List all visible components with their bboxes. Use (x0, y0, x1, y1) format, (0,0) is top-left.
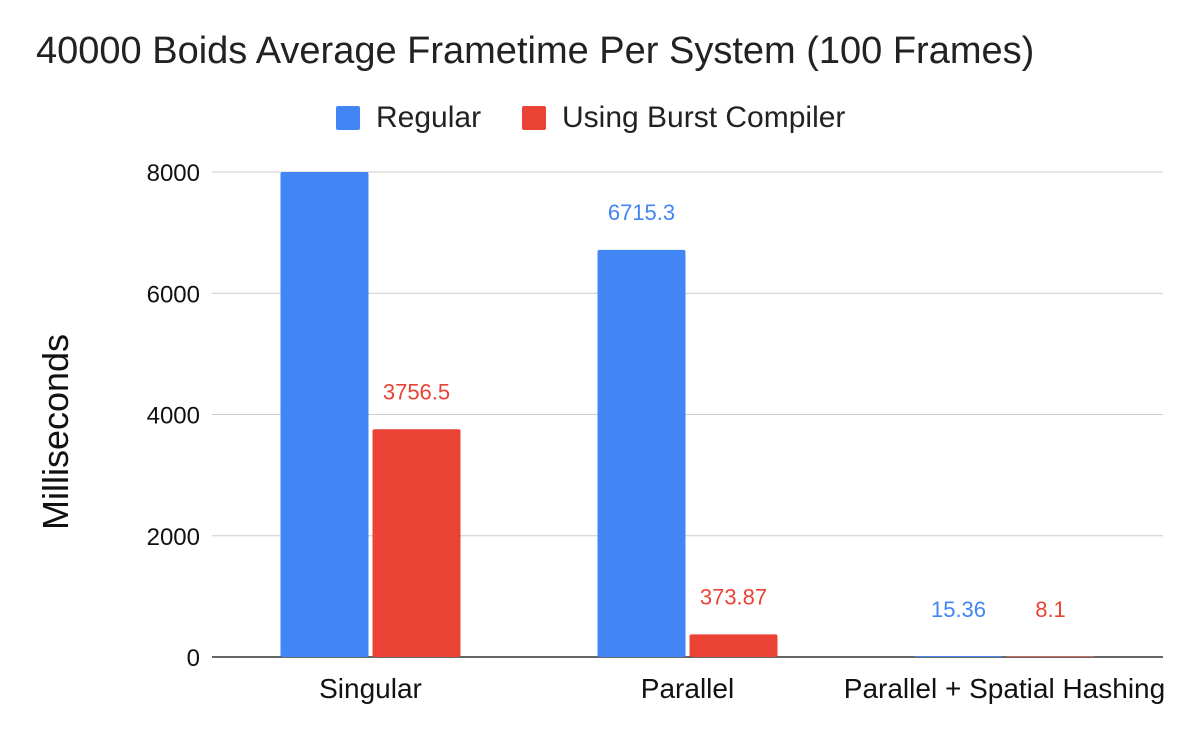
legend-item-regular[interactable]: Regular (336, 98, 481, 138)
legend-swatch-burst (522, 106, 546, 130)
bar-0-1 (372, 429, 461, 657)
data-label: 3756.5 (383, 379, 450, 404)
legend-label-regular: Regular (376, 101, 482, 134)
y-tick-label: 8000 (147, 160, 200, 187)
y-tick-label: 0 (187, 645, 200, 672)
data-label: 15.36 (931, 597, 986, 622)
bar-2-0 (914, 656, 1003, 657)
bars (280, 172, 1095, 657)
y-tick-label: 6000 (147, 281, 200, 308)
data-labels: 3756.5 6715.3 373.87 15.36 8.1 (383, 200, 1066, 622)
bar-1-1 (689, 634, 778, 657)
x-tick-label: Parallel (641, 673, 734, 704)
x-tick-label: Parallel + Spatial Hashing (844, 673, 1165, 704)
legend-label-burst: Using Burst Compiler (562, 101, 846, 134)
y-tick-label: 2000 (147, 524, 200, 551)
x-tick-labels: Singular Parallel Parallel + Spatial Hashi… (319, 673, 1165, 704)
legend-item-burst[interactable]: Using Burst Compiler (522, 98, 845, 138)
y-tick-label: 4000 (147, 403, 200, 430)
bar-1-0 (597, 249, 686, 657)
legend: Regular Using Burst Compiler (0, 98, 1200, 138)
legend-swatch-regular (336, 106, 360, 130)
grid-lines (212, 171, 1163, 658)
data-label: 8.1 (1035, 597, 1066, 622)
y-tick-labels: 0 2000 4000 6000 8000 (147, 160, 200, 672)
bar-0-0 (280, 172, 369, 657)
data-label: 6715.3 (608, 200, 675, 225)
data-label: 373.87 (700, 584, 767, 609)
x-tick-label: Singular (319, 673, 422, 704)
chart-title: 40000 Boids Average Frametime Per System… (36, 30, 1035, 72)
